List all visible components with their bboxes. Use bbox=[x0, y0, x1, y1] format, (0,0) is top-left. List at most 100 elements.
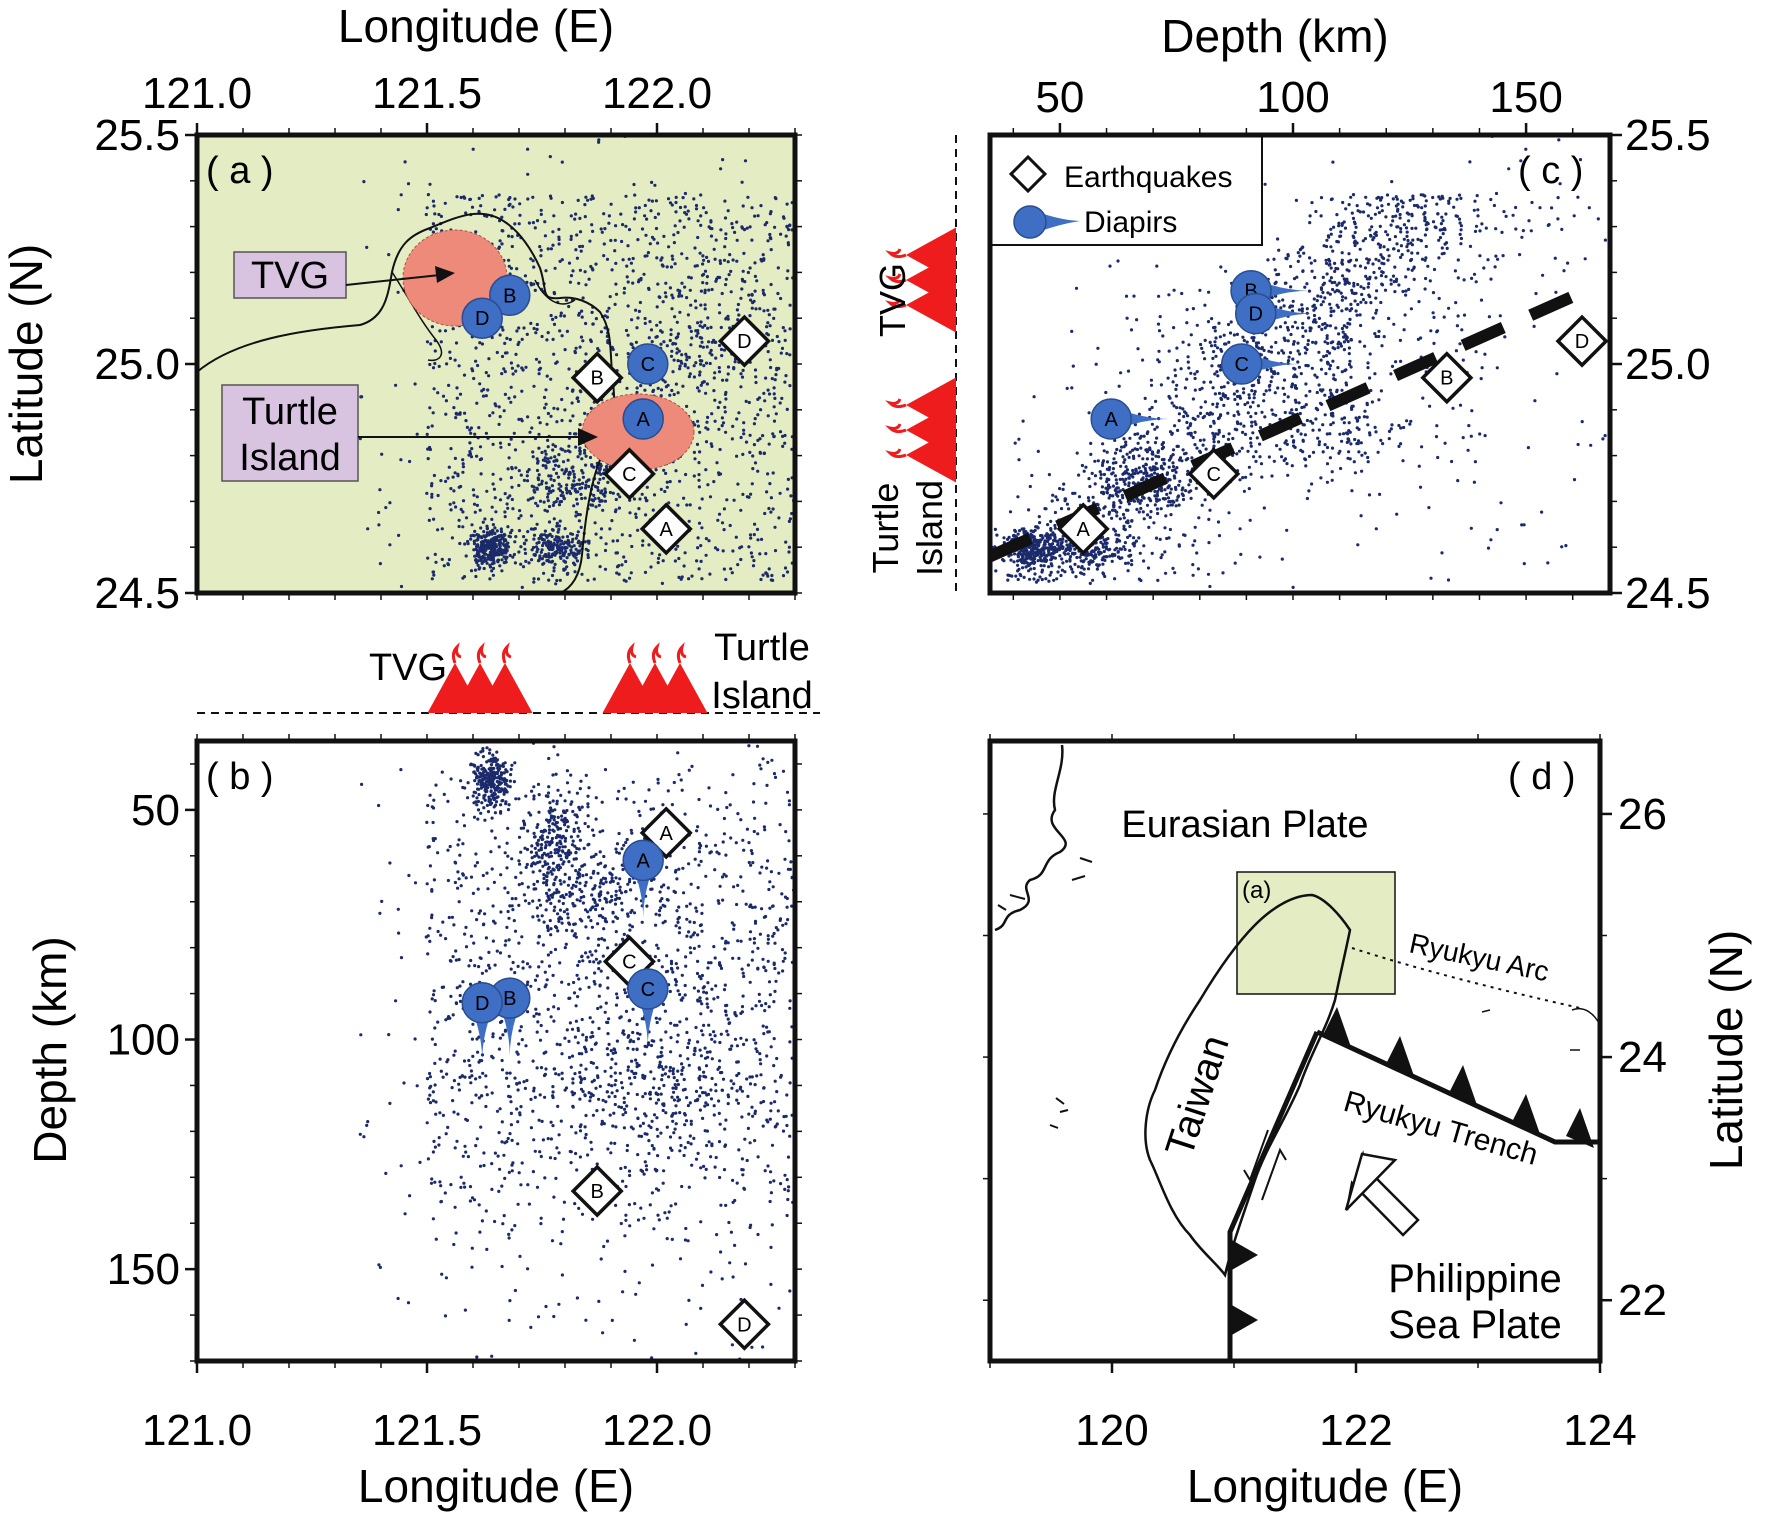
quake-dot bbox=[697, 863, 701, 867]
quake-dot bbox=[745, 226, 749, 230]
earthquake-marker-label: D bbox=[737, 331, 751, 353]
quake-dot bbox=[687, 1038, 692, 1042]
quake-dot bbox=[763, 511, 767, 516]
quake-dot bbox=[650, 199, 655, 203]
quake-dot bbox=[770, 1143, 775, 1147]
quake-dot bbox=[489, 757, 493, 761]
quake-dot bbox=[656, 1134, 660, 1138]
quake-dot bbox=[781, 959, 785, 963]
quake-dot bbox=[462, 1059, 467, 1063]
quake-dot bbox=[540, 834, 544, 838]
quake-dot bbox=[703, 1176, 707, 1180]
quake-dot bbox=[719, 347, 724, 352]
quake-dot bbox=[479, 457, 484, 461]
quake-dot bbox=[552, 1067, 556, 1071]
quake-dot bbox=[554, 1072, 558, 1076]
quake-dot bbox=[561, 1217, 566, 1221]
quake-dot bbox=[558, 879, 562, 883]
quake-dot bbox=[543, 860, 547, 864]
quake-dot bbox=[487, 374, 491, 378]
quake-dot bbox=[495, 350, 499, 355]
quake-dot bbox=[546, 871, 550, 875]
quake-dot bbox=[543, 529, 548, 533]
quake-dot bbox=[481, 560, 486, 564]
quake-dot bbox=[591, 897, 596, 901]
quake-dot bbox=[731, 773, 735, 777]
quake-dot bbox=[718, 400, 722, 404]
quake-dot bbox=[469, 426, 473, 430]
quake-dot bbox=[589, 919, 593, 923]
quake-dot bbox=[722, 1168, 727, 1172]
quake-dot bbox=[573, 217, 577, 221]
diapir-marker-D bbox=[461, 297, 503, 339]
quake-dot bbox=[633, 1202, 637, 1206]
quake-dot bbox=[765, 783, 769, 788]
quake-dot bbox=[474, 547, 478, 551]
quake-dot bbox=[549, 414, 553, 418]
quake-dot bbox=[459, 507, 463, 511]
quake-dot bbox=[573, 487, 577, 491]
quake-dot bbox=[555, 799, 559, 803]
quake-dot bbox=[661, 378, 665, 382]
quake-dot bbox=[535, 1030, 539, 1034]
quake-dot bbox=[570, 886, 574, 890]
quake-dot bbox=[680, 973, 684, 977]
quake-dot bbox=[643, 496, 648, 500]
quake-dot bbox=[514, 352, 518, 356]
diapir-marker-A bbox=[622, 398, 664, 440]
quake-dot bbox=[753, 417, 757, 421]
quake-dot bbox=[715, 461, 719, 465]
quake-dot bbox=[699, 559, 703, 564]
y-tick-label: 24.5 bbox=[94, 569, 180, 618]
quake-dot bbox=[689, 1119, 693, 1123]
quake-dot bbox=[622, 291, 626, 295]
quake-dot bbox=[513, 561, 518, 565]
quake-dot bbox=[703, 291, 707, 295]
quake-dot bbox=[498, 564, 502, 568]
quake-dot bbox=[639, 1134, 644, 1138]
quake-dot bbox=[649, 1070, 653, 1074]
quake-dot bbox=[737, 1148, 741, 1152]
quake-dot bbox=[661, 559, 665, 563]
quake-dot bbox=[546, 546, 551, 550]
quake-dot bbox=[785, 276, 789, 280]
quake-dot bbox=[709, 1097, 714, 1101]
quake-dot bbox=[552, 993, 557, 998]
quake-dot bbox=[687, 375, 692, 379]
quake-dot bbox=[783, 338, 787, 342]
quake-dot bbox=[463, 1185, 467, 1189]
quake-dot bbox=[624, 194, 628, 198]
quake-dot bbox=[487, 782, 491, 786]
quake-dot bbox=[648, 1092, 652, 1096]
quake-dot bbox=[750, 1105, 754, 1109]
quake-dot bbox=[477, 196, 481, 200]
quake-dot bbox=[521, 826, 526, 830]
quake-dot bbox=[780, 892, 784, 896]
quake-dot bbox=[624, 224, 628, 228]
quake-dot bbox=[733, 1011, 737, 1015]
quake-dot bbox=[491, 573, 495, 577]
quake-dot bbox=[576, 872, 580, 877]
diapir-marker-label: D bbox=[475, 308, 489, 330]
quake-dot bbox=[437, 364, 441, 368]
quake-dot bbox=[605, 309, 609, 313]
quake-dot bbox=[509, 773, 513, 777]
quake-dot bbox=[773, 941, 777, 945]
quake-dot bbox=[663, 489, 667, 494]
quake-dot bbox=[672, 1098, 677, 1102]
quake-dot bbox=[724, 316, 728, 320]
quake-dot bbox=[629, 571, 633, 575]
quake-dot bbox=[495, 529, 499, 533]
quake-dot bbox=[677, 867, 681, 871]
quake-dot bbox=[474, 1144, 478, 1148]
quake-dot bbox=[699, 193, 703, 197]
quake-dot bbox=[544, 908, 548, 912]
quake-dot bbox=[477, 793, 481, 797]
quake-dot bbox=[524, 538, 528, 542]
quake-dot bbox=[655, 1127, 659, 1131]
quake-dot bbox=[583, 884, 587, 888]
quake-dot bbox=[670, 1148, 674, 1152]
quake-dot bbox=[468, 441, 472, 445]
quake-dot bbox=[517, 469, 521, 473]
quake-dot bbox=[575, 497, 579, 501]
